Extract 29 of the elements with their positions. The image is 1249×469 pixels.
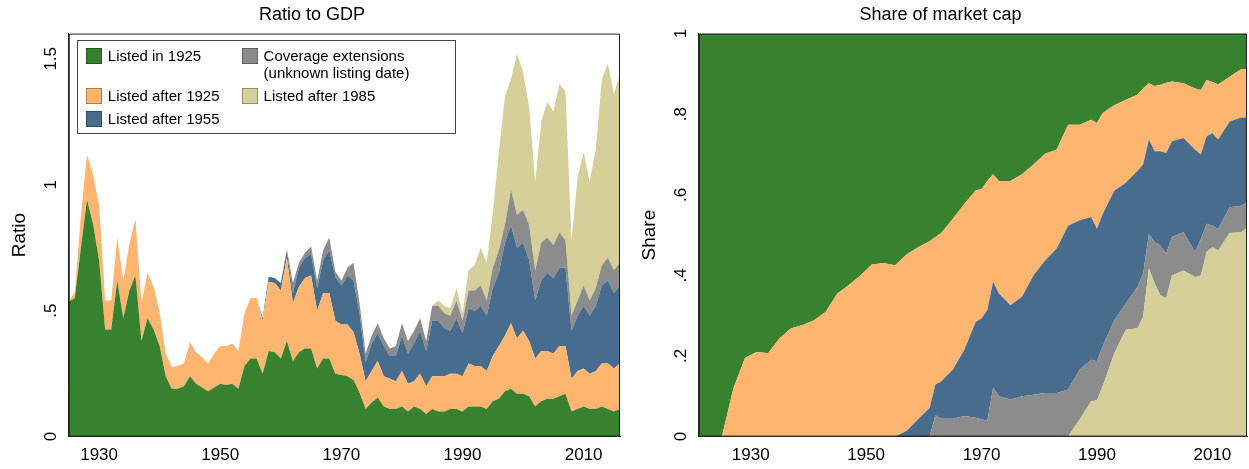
chart-title: Share of market cap: [859, 3, 1022, 24]
x-tick-label: 1970: [322, 445, 361, 465]
x-tick-label: 1930: [731, 445, 770, 465]
y-tick-label: 1: [40, 179, 60, 190]
chart-title: Ratio to GDP: [258, 3, 366, 24]
y-tick-label: .5: [40, 303, 60, 318]
y-tick-label: .8: [670, 107, 690, 122]
x-tick-label: 2010: [564, 445, 603, 465]
x-tick-label: 1970: [962, 445, 1001, 465]
y-tick-label: 0: [40, 431, 60, 442]
x-tick-label: 1950: [201, 445, 240, 465]
x-tick-label: 1990: [1078, 445, 1116, 465]
y-tick-label: 1.5: [40, 46, 60, 71]
y-tick-label: .6: [670, 187, 690, 202]
y-tick-label: 0: [670, 431, 690, 442]
y-axis-title: Share: [637, 209, 659, 261]
legend-label: Coverage extensions (unknown listing date): [263, 46, 411, 81]
x-tick-label: 2010: [1193, 445, 1232, 465]
legend-label: Listed after 1925: [107, 86, 220, 104]
x-tick-label: 1930: [80, 445, 118, 465]
x-tick-label: 1990: [443, 445, 482, 465]
y-tick-label: .2: [670, 348, 690, 364]
legend-label: Listed after 1985: [263, 86, 376, 104]
legend-label: Listed in 1925: [107, 46, 202, 64]
y-axis-title: Ratio: [7, 212, 29, 258]
y-tick-label: 1: [670, 28, 690, 39]
legend-label: Listed after 1955: [107, 109, 220, 127]
y-tick-label: .4: [670, 268, 690, 283]
x-tick-label: 1950: [847, 445, 886, 465]
